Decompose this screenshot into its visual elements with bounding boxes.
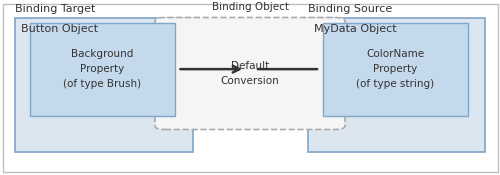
Text: Binding Object: Binding Object	[212, 2, 288, 12]
FancyBboxPatch shape	[30, 23, 175, 116]
FancyBboxPatch shape	[15, 18, 192, 152]
Text: Binding Target: Binding Target	[15, 4, 96, 14]
Text: ColorName
Property
(of type string): ColorName Property (of type string)	[356, 49, 434, 89]
FancyBboxPatch shape	[308, 18, 485, 152]
FancyBboxPatch shape	[322, 23, 468, 116]
Text: MyData Object: MyData Object	[314, 25, 396, 34]
FancyBboxPatch shape	[2, 4, 498, 172]
Text: Background
Property
(of type Brush): Background Property (of type Brush)	[64, 49, 142, 89]
Text: Default
Conversion: Default Conversion	[220, 61, 280, 86]
Text: Binding Source: Binding Source	[308, 4, 392, 14]
Text: Button Object: Button Object	[21, 25, 98, 34]
FancyBboxPatch shape	[155, 18, 345, 130]
